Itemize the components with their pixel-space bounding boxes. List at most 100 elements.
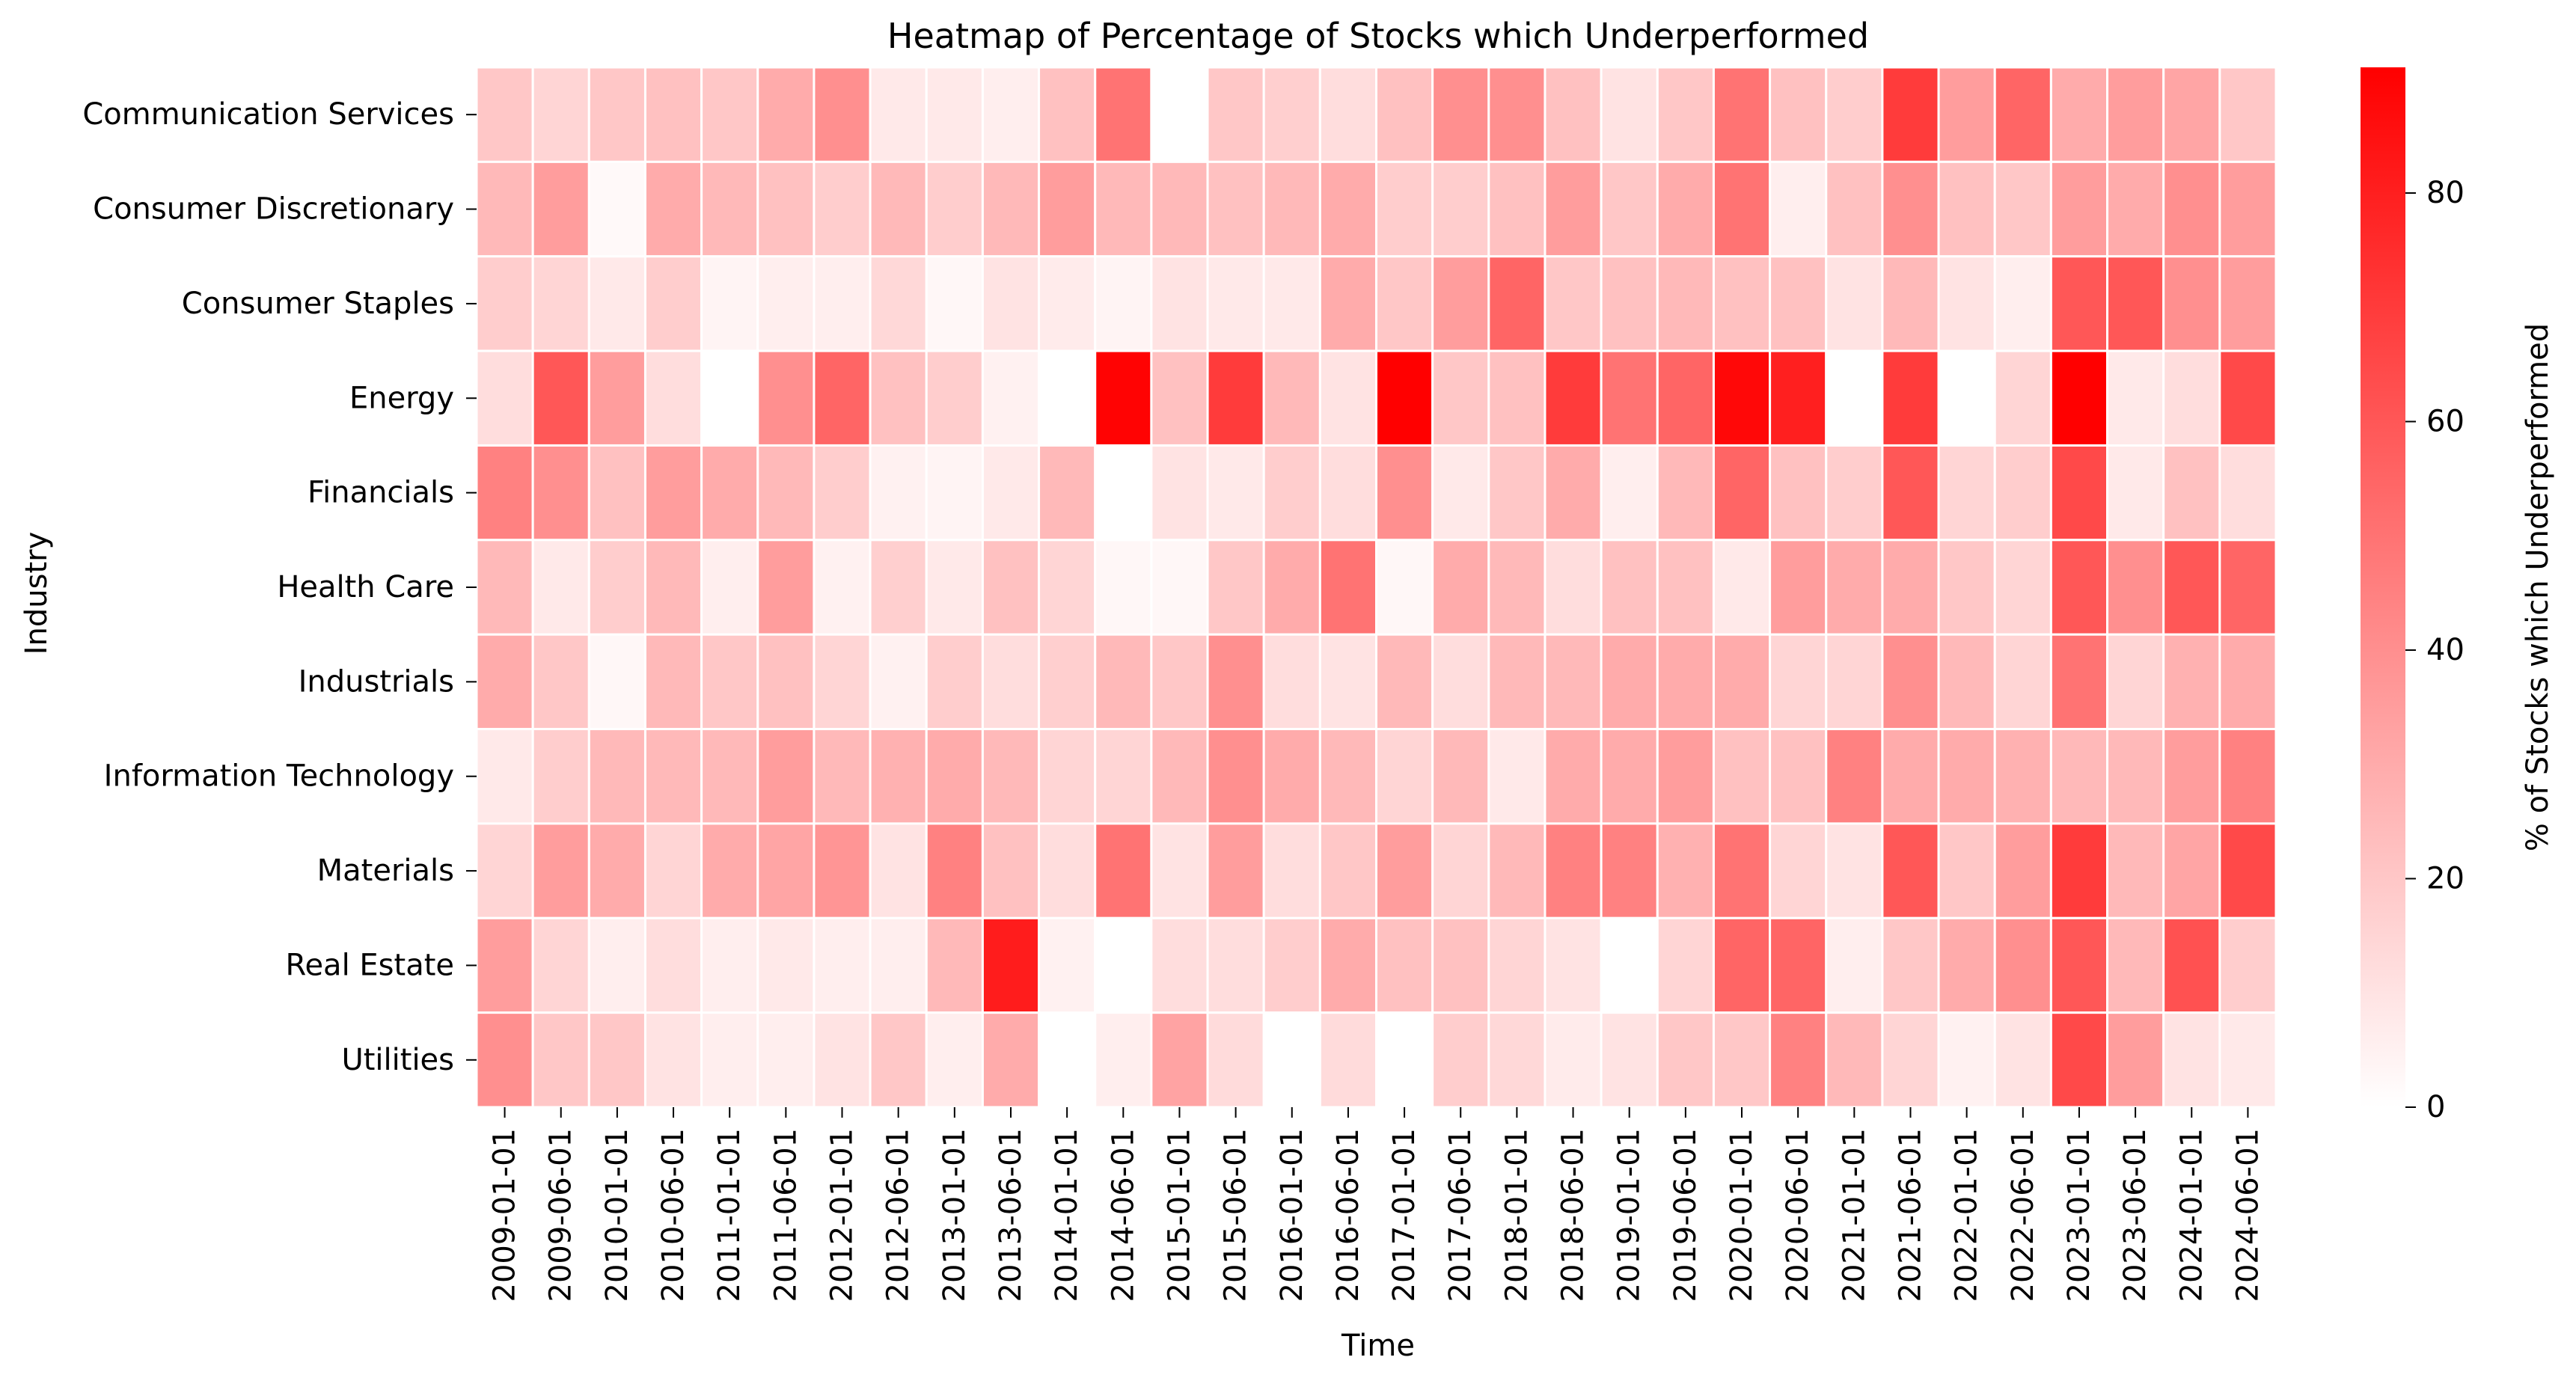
- heatmap-cell: [1600, 728, 1659, 825]
- heatmap-cell: [813, 728, 872, 825]
- heatmap-cell: [1712, 728, 1772, 825]
- x-tick-label: 2012-06-01: [881, 1128, 916, 1302]
- heatmap-cell: [587, 349, 646, 447]
- heatmap-cell: [1769, 539, 1828, 636]
- heatmap-cell: [1094, 1011, 1153, 1109]
- heatmap-cell: [1150, 916, 1209, 1014]
- heatmap-cell: [1993, 444, 2052, 542]
- heatmap-cell: [700, 728, 759, 825]
- heatmap-cell: [813, 66, 872, 163]
- heatmap-cell: [587, 916, 646, 1014]
- heatmap-cell: [813, 633, 872, 731]
- heatmap-cell: [1431, 1011, 1490, 1109]
- heatmap-cell: [869, 916, 928, 1014]
- heatmap-cell: [700, 349, 759, 447]
- y-tick-label: Utilities: [341, 1043, 454, 1077]
- heatmap-cell: [756, 349, 816, 447]
- heatmap-cell: [2162, 66, 2221, 163]
- heatmap-cell: [1544, 916, 1603, 1014]
- heatmap-cell: [587, 160, 646, 258]
- heatmap-cell: [1993, 633, 2052, 731]
- heatmap-cell: [1038, 539, 1097, 636]
- heatmap-cell: [981, 633, 1041, 731]
- heatmap-cell: [1150, 444, 1209, 542]
- heatmap-cell: [1993, 255, 2052, 352]
- heatmap-cell: [1150, 728, 1209, 825]
- heatmap-cell: [1937, 822, 1996, 919]
- heatmap-cell: [1094, 539, 1153, 636]
- heatmap-cell: [1881, 822, 1940, 919]
- x-tick-label: 2011-01-01: [712, 1128, 747, 1302]
- heatmap-cell: [531, 822, 590, 919]
- x-tick-label: 2022-06-01: [2006, 1128, 2040, 1302]
- heatmap-cell: [700, 539, 759, 636]
- heatmap-cell: [1993, 349, 2052, 447]
- heatmap-cell: [2162, 349, 2221, 447]
- heatmap-cell: [643, 160, 703, 258]
- heatmap-cell: [869, 255, 928, 352]
- heatmap-cell: [1769, 66, 1828, 163]
- heatmap-cell: [1881, 444, 1940, 542]
- heatmap-cell: [869, 1011, 928, 1109]
- heatmap-cell: [1094, 633, 1153, 731]
- heatmap-cell: [1150, 822, 1209, 919]
- heatmap-cell: [1769, 916, 1828, 1014]
- heatmap-cell: [643, 539, 703, 636]
- heatmap-cell: [2106, 916, 2165, 1014]
- y-tick-label: Real Estate: [285, 948, 454, 982]
- heatmap-cell: [1094, 728, 1153, 825]
- heatmap-cell: [1262, 916, 1321, 1014]
- heatmap-cell: [1825, 349, 1884, 447]
- heatmap-cell: [1375, 916, 1434, 1014]
- heatmap-cell: [1993, 1011, 2052, 1109]
- x-tick-label: 2017-06-01: [1443, 1128, 1478, 1302]
- heatmap-cell: [1487, 160, 1546, 258]
- heatmap-cell: [1375, 255, 1434, 352]
- heatmap-cell: [1769, 255, 1828, 352]
- heatmap-cell: [1038, 728, 1097, 825]
- heatmap-cell: [1262, 444, 1321, 542]
- heatmap-cell: [1094, 255, 1153, 352]
- heatmap-cell: [1656, 255, 1715, 352]
- heatmap-cell: [813, 349, 872, 447]
- heatmap-cell: [981, 539, 1041, 636]
- heatmap-cell: [2162, 539, 2221, 636]
- heatmap-cell: [1038, 1011, 1097, 1109]
- heatmap-cell: [813, 444, 872, 542]
- heatmap-cell: [2049, 916, 2109, 1014]
- heatmap-cell: [1318, 444, 1377, 542]
- x-tick-label: 2014-01-01: [1050, 1128, 1084, 1302]
- heatmap-cell: [813, 822, 872, 919]
- heatmap-cell: [1937, 444, 1996, 542]
- heatmap-cell: [1318, 539, 1377, 636]
- heatmap-cell: [2218, 916, 2277, 1014]
- heatmap-cell: [2049, 539, 2109, 636]
- heatmap-cell: [1600, 349, 1659, 447]
- heatmap-cell: [869, 66, 928, 163]
- heatmap-cell: [813, 916, 872, 1014]
- heatmap-cell: [1656, 1011, 1715, 1109]
- heatmap-cell: [1881, 255, 1940, 352]
- heatmap-cell: [1881, 66, 1940, 163]
- heatmap-cell: [1318, 255, 1377, 352]
- heatmap-cell: [1937, 916, 1996, 1014]
- heatmap-cell: [2106, 822, 2165, 919]
- heatmap-cell: [1712, 822, 1772, 919]
- heatmap-cell: [1656, 633, 1715, 731]
- heatmap-cell: [475, 66, 534, 163]
- heatmap-cell: [2106, 1011, 2165, 1109]
- heatmap-cell: [1881, 916, 1940, 1014]
- y-tick-label: Communication Services: [82, 97, 454, 132]
- heatmap-cell: [1487, 916, 1546, 1014]
- heatmap-cell: [981, 728, 1041, 825]
- heatmap-cell: [531, 539, 590, 636]
- heatmap-cell: [1825, 539, 1884, 636]
- heatmap-cell: [531, 633, 590, 731]
- heatmap-cell: [1375, 1011, 1434, 1109]
- colorbar-ticks: 0 20 40 60 80: [2405, 176, 2465, 1124]
- heatmap-cell: [700, 444, 759, 542]
- heatmap-cell: [2049, 255, 2109, 352]
- heatmap-cell: [981, 66, 1041, 163]
- heatmap-cell: [1712, 633, 1772, 731]
- heatmap-cell: [1937, 1011, 1996, 1109]
